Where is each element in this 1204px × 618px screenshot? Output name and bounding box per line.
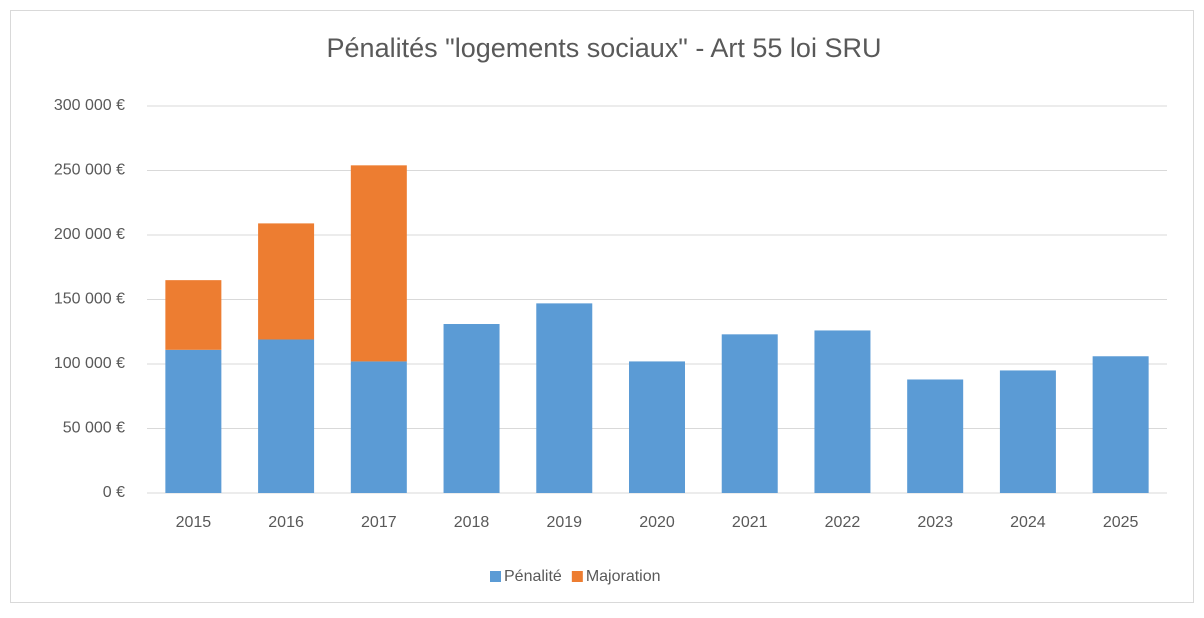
x-tick-label: 2021 [732, 514, 768, 531]
y-tick-label: 300 000 € [54, 97, 125, 114]
legend-swatch [571, 571, 583, 582]
legend-label: Pénalité [504, 568, 562, 585]
y-tick-label: 200 000 € [54, 226, 125, 243]
legend-label: Majoration [586, 568, 661, 585]
bar [721, 334, 778, 493]
x-tick-label: 2017 [361, 514, 397, 531]
x-tick-label: 2019 [546, 514, 582, 531]
bar [814, 330, 871, 493]
y-tick-label: 150 000 € [54, 291, 125, 308]
bar [999, 370, 1056, 493]
bar [165, 349, 222, 493]
bar [350, 361, 407, 493]
x-tick-label: 2015 [176, 514, 212, 531]
bar [165, 280, 222, 350]
bar [258, 339, 315, 493]
x-tick-label: 2023 [917, 514, 953, 531]
bar [536, 303, 593, 493]
x-tick-label: 2025 [1103, 514, 1139, 531]
y-tick-label: 100 000 € [54, 355, 125, 372]
y-tick-label: 50 000 € [63, 420, 125, 437]
y-tick-label: 0 € [103, 484, 125, 501]
x-tick-label: 2016 [268, 514, 304, 531]
x-tick-label: 2024 [1010, 514, 1046, 531]
x-tick-label: 2020 [639, 514, 675, 531]
bar [350, 165, 407, 362]
chart-title: Pénalités "logements sociaux" - Art 55 l… [327, 33, 882, 63]
y-tick-label: 250 000 € [54, 162, 125, 179]
x-tick-label: 2022 [825, 514, 861, 531]
bar [907, 379, 964, 493]
x-tick-label: 2018 [454, 514, 490, 531]
bar [629, 361, 685, 493]
legend-swatch [490, 571, 501, 582]
bar [443, 324, 500, 493]
bar [1092, 356, 1149, 493]
bar [258, 223, 315, 340]
